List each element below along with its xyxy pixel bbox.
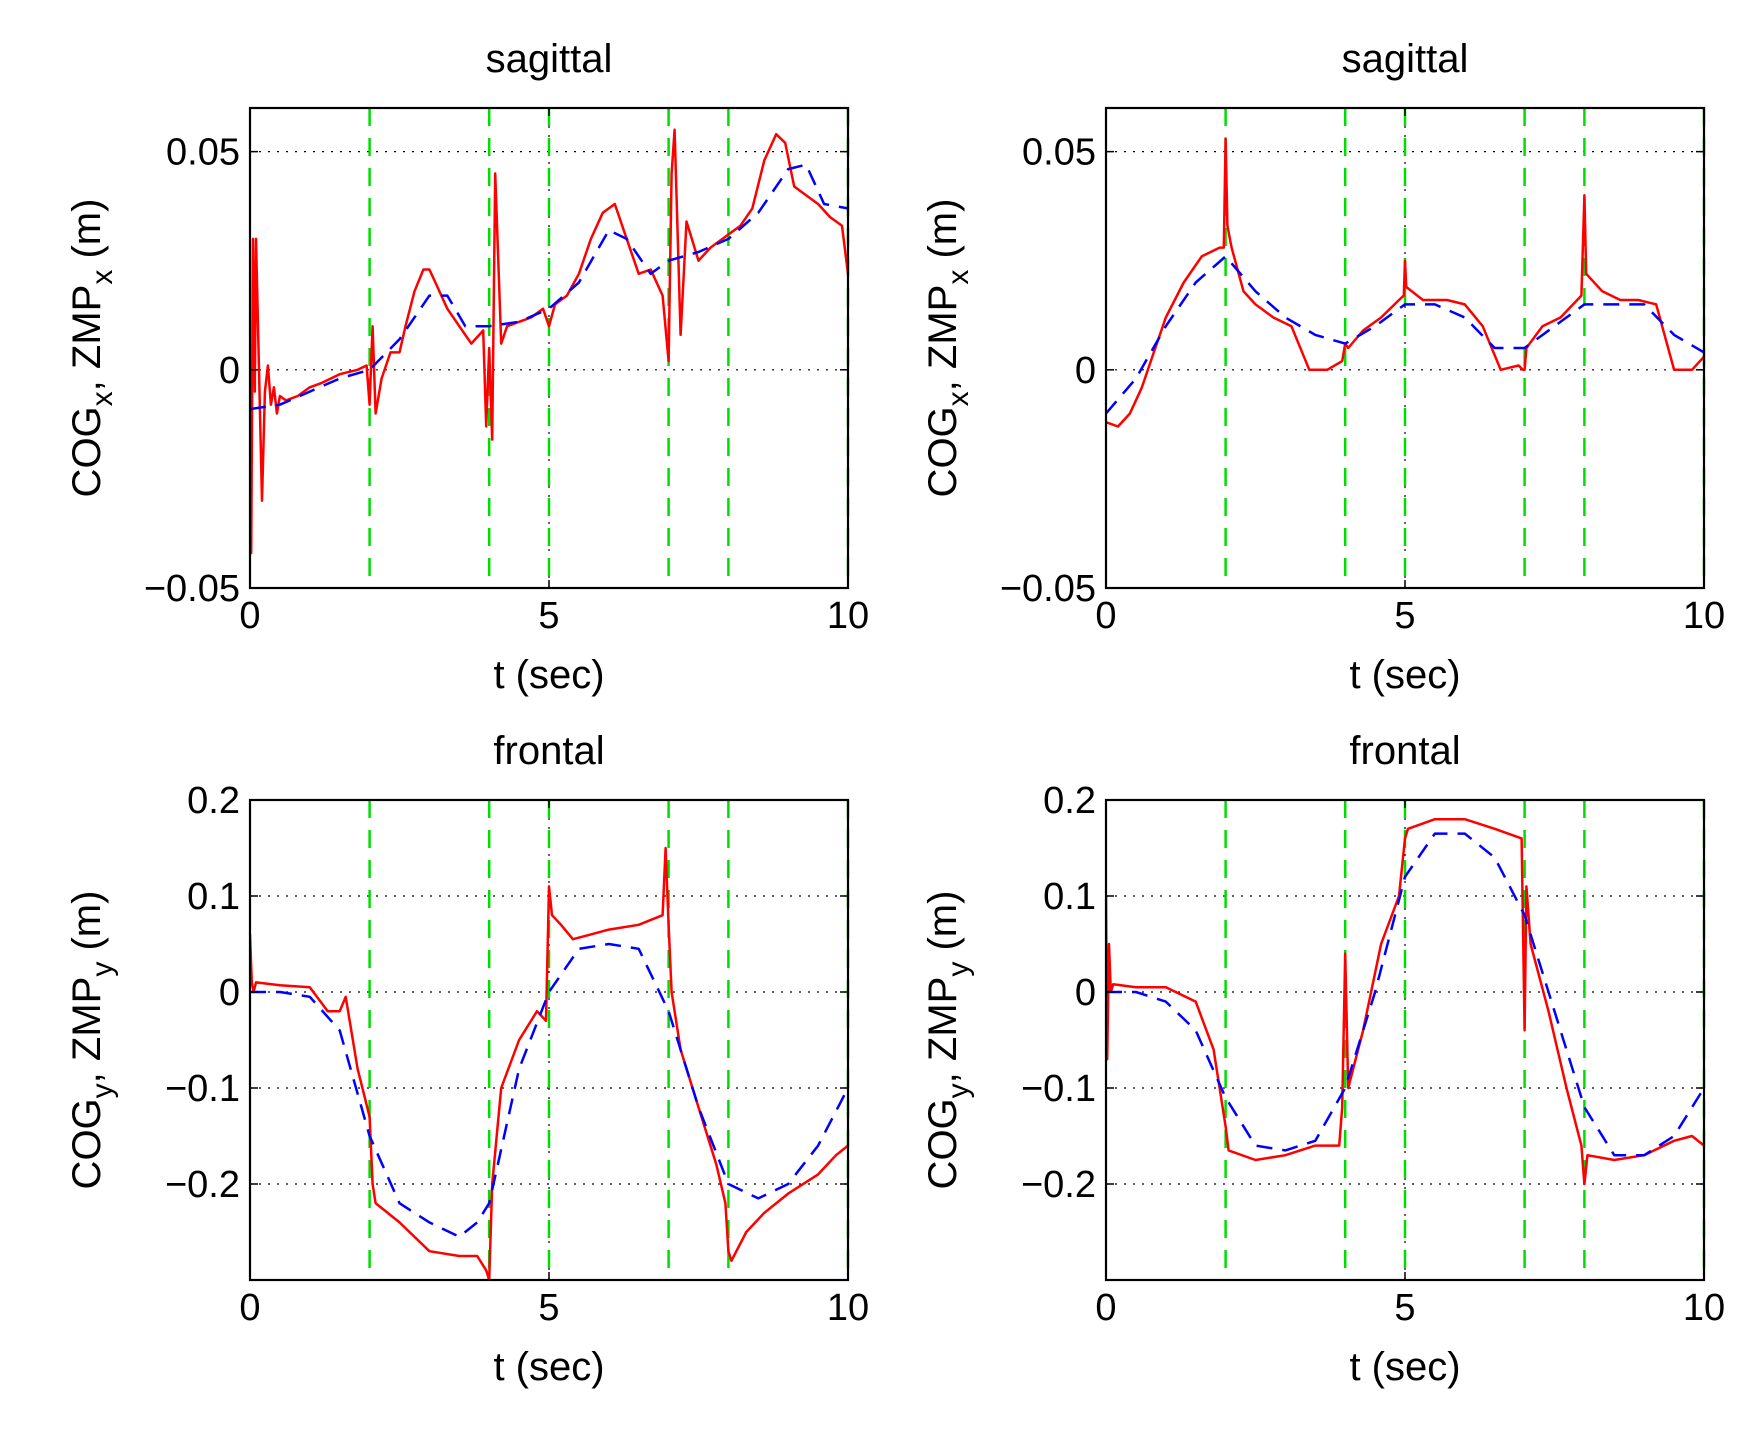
y-axis-label: COGx, ZMPx (m)	[921, 199, 975, 498]
y-axis-label-subscript: y	[942, 1083, 975, 1098]
y-tick-label: −0.2	[165, 1164, 240, 1206]
y-tick-label: 0.2	[1043, 780, 1096, 822]
chart-title: frontal	[1349, 729, 1460, 773]
y-axis-label-part: COG	[921, 406, 965, 497]
chart-title: sagittal	[486, 37, 613, 81]
y-axis-label-subscript: x	[942, 270, 975, 285]
y-axis-label-subscript: x	[942, 391, 975, 406]
y-tick-label: 0	[219, 972, 240, 1014]
y-tick-label: −0.05	[144, 568, 240, 610]
y-axis-label-subscript: y	[86, 1083, 119, 1098]
y-tick-label: 0	[1075, 972, 1096, 1014]
series-zmp-line	[1106, 817, 1704, 1186]
y-axis-label-part: , ZMP	[65, 977, 109, 1084]
y-axis-label-part: COG	[65, 406, 109, 497]
x-tick-label: 5	[1394, 595, 1415, 637]
y-axis-label-part: COG	[65, 1098, 109, 1189]
series-cog-line	[250, 163, 848, 411]
y-axis-label-part: (m)	[921, 199, 965, 270]
y-tick-label: 0	[219, 350, 240, 392]
x-tick-label: 10	[1683, 1287, 1725, 1329]
x-tick-label: 10	[827, 595, 869, 637]
series-zmp-line	[250, 128, 848, 555]
y-tick-label: 0.1	[1043, 876, 1096, 918]
y-axis-label-subscript: x	[86, 270, 119, 285]
x-tick-label: 5	[538, 1287, 559, 1329]
y-axis-label-part: (m)	[65, 199, 109, 270]
y-axis-label-part: COG	[921, 1098, 965, 1189]
y-axis-label-part: (m)	[921, 891, 965, 962]
y-axis-label-part: , ZMP	[921, 977, 965, 1084]
y-axis-label-part: , ZMP	[65, 285, 109, 392]
y-tick-label: −0.1	[165, 1068, 240, 1110]
y-axis-label-subscript: y	[942, 962, 975, 977]
y-axis-label: COGy, ZMPy (m)	[65, 891, 119, 1190]
x-axis-label: t (sec)	[493, 1345, 604, 1389]
series-cog-line	[1106, 832, 1704, 1157]
y-tick-label: −0.1	[1021, 1068, 1096, 1110]
x-tick-label: 5	[1394, 1287, 1415, 1329]
y-tick-label: −0.2	[1021, 1164, 1096, 1206]
y-axis-label-part: , ZMP	[921, 285, 965, 392]
x-tick-label: 0	[239, 1287, 260, 1329]
y-axis-label-subscript: x	[86, 391, 119, 406]
y-axis-label: COGy, ZMPy (m)	[921, 891, 975, 1190]
y-tick-label: 0.1	[187, 876, 240, 918]
x-tick-label: 10	[1683, 595, 1725, 637]
x-tick-label: 5	[538, 595, 559, 637]
y-tick-label: 0.05	[1022, 132, 1096, 174]
x-tick-label: 0	[1095, 595, 1116, 637]
chart-title: sagittal	[1342, 37, 1469, 81]
y-axis-label-subscript: y	[86, 962, 119, 977]
chart-title: frontal	[493, 729, 604, 773]
x-axis-label: t (sec)	[493, 653, 604, 697]
y-tick-label: −0.05	[1000, 568, 1096, 610]
series-zmp-line	[250, 846, 848, 1280]
x-tick-label: 10	[827, 1287, 869, 1329]
y-tick-label: 0.2	[187, 780, 240, 822]
x-axis-label: t (sec)	[1349, 653, 1460, 697]
series-cog-line	[250, 942, 848, 1239]
y-axis-label-part: (m)	[65, 891, 109, 962]
y-axis-label: COGx, ZMPx (m)	[65, 199, 119, 498]
x-tick-label: 0	[239, 595, 260, 637]
x-axis-label: t (sec)	[1349, 1345, 1460, 1389]
y-tick-label: 0.05	[166, 132, 240, 174]
series-zmp-line	[1106, 137, 1704, 428]
x-tick-label: 0	[1095, 1287, 1116, 1329]
series-cog-line	[1106, 255, 1704, 415]
y-tick-label: 0	[1075, 350, 1096, 392]
